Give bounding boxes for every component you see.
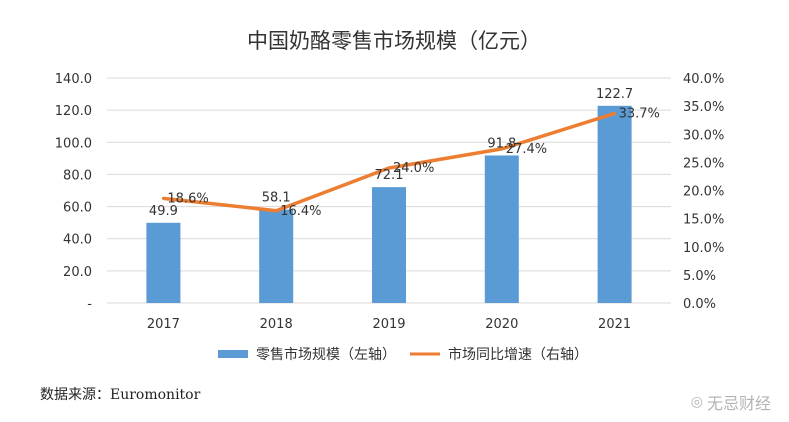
bar-data-label: 122.7 [596, 87, 633, 102]
left-tick-label: 20.0 [63, 265, 92, 280]
right-tick-label: 10.0% [683, 241, 724, 256]
bar-data-label: 49.9 [149, 204, 178, 219]
line-data-label: 27.4% [506, 142, 547, 157]
x-tick-label: 2020 [485, 317, 518, 332]
left-tick-label: 80.0 [63, 168, 92, 183]
watermark: ◎ 无忌财经 [691, 390, 771, 414]
left-tick-label: 100.0 [55, 136, 92, 151]
x-tick-label: 2019 [372, 317, 405, 332]
line-series [161, 111, 617, 213]
line-point [274, 209, 278, 213]
source-note: 数据来源：Euromonitor [40, 387, 201, 403]
line-data-label: 18.6% [167, 191, 208, 206]
left-tick-label: 40.0 [63, 233, 92, 248]
line-data-label: 24.0% [393, 161, 434, 176]
line-point [613, 111, 617, 115]
bar [372, 187, 406, 303]
right-tick-label: 15.0% [683, 213, 724, 228]
watermark-text: 无忌财经 [706, 394, 771, 413]
bar-data-label: 91.8 [487, 136, 516, 151]
bar [484, 155, 519, 303]
left-tick-label: - [87, 297, 92, 312]
line-point [161, 196, 165, 200]
right-tick-label: 20.0% [683, 185, 724, 200]
left-tick-label: 120.0 [55, 104, 92, 119]
x-axis: 2017 2018 2019 2020 2021 [147, 317, 631, 332]
bar [259, 209, 294, 303]
bar-data-labels: 49.9 58.1 72.1 91.8 122.7 [149, 87, 633, 219]
right-tick-label: 35.0% [683, 100, 724, 115]
left-tick-label: 140.0 [55, 72, 92, 87]
legend-bar-label: 零售市场规模（左轴） [256, 346, 396, 363]
right-tick-label: 25.0% [683, 156, 724, 171]
line-data-label: 33.7% [619, 106, 660, 121]
bar-data-label: 72.1 [375, 168, 404, 183]
bar [146, 222, 181, 303]
chart-title: 中国奶酪零售市场规模（亿元） [247, 29, 541, 53]
bar [597, 105, 632, 303]
x-tick-label: 2018 [260, 317, 293, 332]
right-tick-label: 40.0% [683, 72, 724, 87]
line-point [500, 147, 504, 151]
x-tick-label: 2021 [598, 317, 631, 332]
right-axis: 0.0% 5.0% 10.0% 15.0% 20.0% 25.0% 30.0% 35.0% 40… [683, 72, 724, 312]
right-tick-label: 0.0% [683, 297, 716, 312]
weibo-icon: ◎ [690, 394, 703, 410]
bar-data-label: 58.1 [262, 191, 291, 206]
x-tick-label: 2017 [147, 317, 180, 332]
bar-series [146, 105, 632, 303]
line-data-label: 16.4% [280, 204, 321, 219]
right-tick-label: 5.0% [683, 269, 716, 284]
right-tick-label: 30.0% [683, 128, 724, 143]
line-data-labels: 18.6% 16.4% 24.0% 27.4% 33.7% [167, 106, 660, 218]
legend: 零售市场规模（左轴） 市场同比增速（右轴） [218, 346, 588, 363]
legend-bar-swatch [218, 350, 248, 358]
line-point [387, 166, 391, 170]
left-tick-label: 60.0 [63, 201, 92, 216]
left-axis: - 20.0 40.0 60.0 80.0 100.0 120.0 140.0 [55, 72, 93, 312]
legend-line-label: 市场同比增速（右轴） [448, 346, 588, 363]
